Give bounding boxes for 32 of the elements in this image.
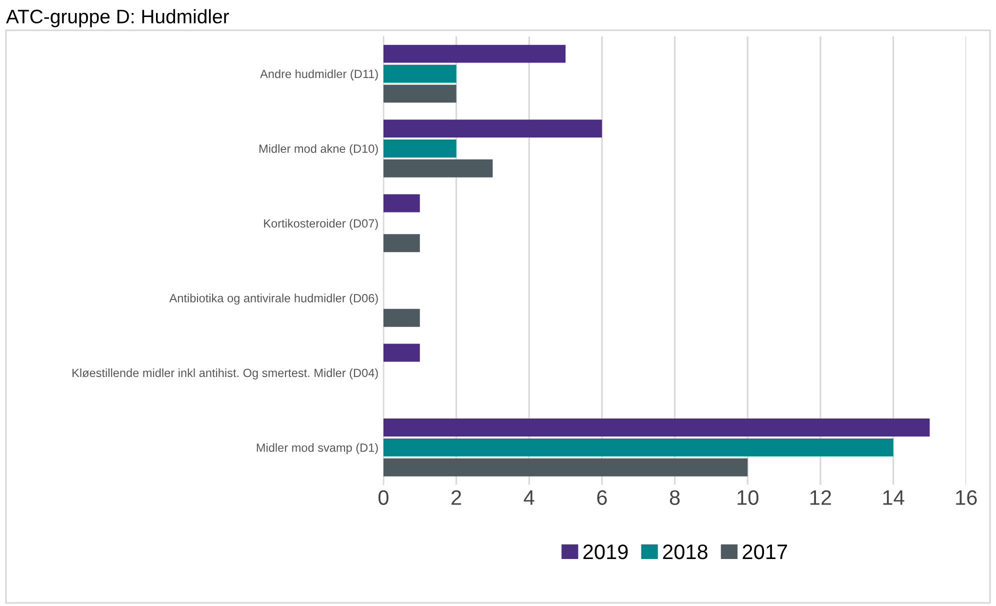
- x-tick-label: 4: [524, 490, 534, 505]
- bar: [383, 458, 748, 476]
- legend-label: 2019: [583, 544, 628, 560]
- y-tick-label: Kløestillende midler inkl antihist. Og smertest. Midler (D04): [72, 368, 378, 380]
- bar: [383, 438, 894, 456]
- y-tick-label: Antibiotika og antivirale hudmidler (D06): [169, 294, 378, 305]
- text: ATC-gruppe D: Hudmidler: [6, 9, 229, 28]
- bar: [383, 44, 566, 63]
- bar: [383, 84, 456, 103]
- bar: [383, 159, 493, 178]
- x-tick-label: 2: [452, 490, 462, 505]
- bar: [383, 344, 420, 362]
- x-tick-label: 14: [883, 490, 904, 505]
- bar: [383, 120, 602, 138]
- bar: [383, 308, 420, 327]
- bar: [383, 234, 420, 252]
- y-tick-label: Midler mod akne (D10): [260, 144, 378, 156]
- legend-label: 2017: [742, 544, 788, 560]
- x-tick-label: 8: [670, 490, 680, 505]
- x-tick-label: 10: [738, 490, 758, 505]
- bar: [383, 64, 456, 83]
- y-tick-label: Andre hudmidler (D11): [260, 69, 378, 80]
- y-tick-label: Midler mod svamp (D1): [256, 443, 378, 454]
- x-tick-label: 12: [810, 490, 831, 505]
- bar: [383, 418, 930, 436]
- legend-label: 2018: [663, 544, 708, 560]
- y-tick-label: Kortikosteroider (D07): [264, 218, 378, 230]
- bar: [383, 140, 456, 158]
- x-tick-label: 0: [378, 490, 388, 505]
- bar: [383, 194, 420, 212]
- x-tick-label: 6: [597, 490, 607, 505]
- x-tick-label: 16: [956, 490, 977, 505]
